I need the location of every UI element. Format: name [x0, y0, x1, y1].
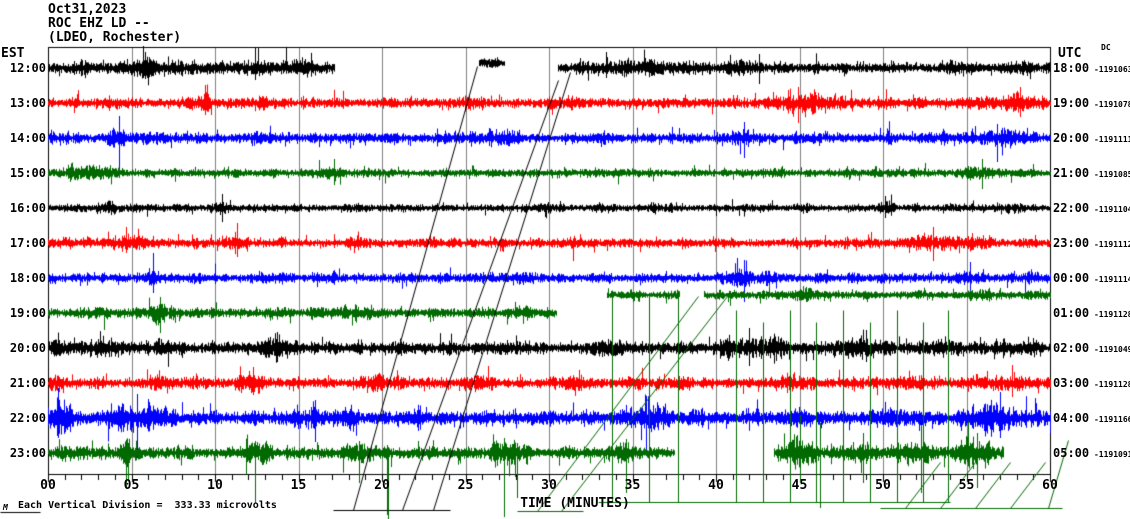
dc-axis-label: DC — [1101, 43, 1111, 52]
est-time-label: 18:00 — [9, 271, 46, 285]
est-time-label: 21:00 — [9, 376, 46, 390]
utc-time-label: 00:00 -1191114 — [1053, 270, 1130, 288]
est-time-label: 20:00 — [9, 341, 46, 355]
dc-value: -1191085 — [1089, 170, 1130, 179]
utc-time: 01:00 — [1053, 306, 1090, 320]
watermark: M — [3, 503, 8, 512]
utc-time: 03:00 — [1053, 376, 1090, 390]
dc-value: -1191063 — [1089, 65, 1130, 74]
utc-time-label: 20:00 -1191111 — [1053, 130, 1130, 148]
minute-tick-label: 20 — [374, 478, 390, 493]
dc-value: -1191128 — [1089, 310, 1130, 319]
location-title: (LDEO, Rochester) — [48, 30, 182, 45]
minute-tick-label: 05 — [123, 478, 140, 493]
utc-time: 05:00 — [1053, 446, 1090, 460]
utc-time: 22:00 — [1053, 201, 1090, 215]
minute-tick-label: 60 — [1042, 478, 1058, 493]
utc-time: 18:00 — [1053, 61, 1090, 75]
utc-time-label: 04:00 -1191166 — [1053, 410, 1130, 428]
dc-value: -1191166 — [1089, 415, 1130, 424]
station-title: ROC EHZ LD -- — [48, 16, 150, 31]
utc-time-label: 19:00 -1191078 — [1053, 95, 1130, 113]
dc-value: -1191111 — [1089, 135, 1130, 144]
minute-tick-label: 30 — [541, 478, 557, 493]
utc-time: 02:00 — [1053, 341, 1090, 355]
dc-value: -1191114 — [1089, 275, 1130, 284]
utc-time: 00:00 — [1053, 271, 1090, 285]
est-time-label: 23:00 — [9, 446, 46, 460]
minute-tick-label: 35 — [624, 478, 641, 493]
minute-tick-label: 45 — [791, 478, 808, 493]
minute-tick-label: 25 — [457, 478, 474, 493]
est-time-label: 12:00 — [9, 61, 46, 75]
est-time-label: 22:00 — [9, 411, 46, 425]
utc-time-label: 01:00 -1191128 — [1053, 305, 1130, 323]
est-axis-label: EST — [1, 46, 25, 61]
est-time-label: 19:00 — [9, 306, 46, 320]
est-time-label: 14:00 — [9, 131, 46, 145]
utc-time-label: 03:00 -1191128 — [1053, 375, 1130, 393]
dc-value: -1191049 — [1089, 345, 1130, 354]
dc-value: -1191104 — [1089, 205, 1130, 214]
utc-time-label: 02:00 -1191049 — [1053, 340, 1130, 358]
utc-time-label: 05:00 -1191091 — [1053, 445, 1130, 463]
minute-tick-label: 10 — [207, 478, 223, 493]
x-axis-title: TIME (MINUTES) — [520, 496, 630, 511]
dc-value: -1191091 — [1089, 450, 1130, 459]
utc-time: 04:00 — [1053, 411, 1090, 425]
est-time-label: 16:00 — [9, 201, 46, 215]
dc-value: -1191128 — [1089, 380, 1130, 389]
dc-value: -1191078 — [1089, 100, 1130, 109]
utc-time: 20:00 — [1053, 131, 1090, 145]
utc-time-label: 22:00 -1191104 — [1053, 200, 1130, 218]
minute-tick-label: 50 — [875, 478, 891, 493]
dc-value: -1191112 — [1089, 240, 1130, 249]
utc-time-label: 23:00 -1191112 — [1053, 235, 1130, 253]
utc-time: 19:00 — [1053, 96, 1090, 110]
est-time-label: 17:00 — [9, 236, 46, 250]
minute-tick-label: 15 — [290, 478, 307, 493]
est-time-label: 13:00 — [9, 96, 46, 110]
minute-tick-label: 55 — [958, 478, 975, 493]
utc-axis-label: UTC — [1058, 46, 1082, 61]
utc-time-label: 18:00 -1191063 — [1053, 60, 1130, 78]
utc-time: 23:00 — [1053, 236, 1090, 250]
minute-tick-label: 40 — [708, 478, 724, 493]
utc-time-label: 21:00 -1191085 — [1053, 165, 1130, 183]
scale-footnote: Each Vertical Division = 333.33 microvol… — [18, 500, 277, 511]
date-title: Oct31,2023 — [48, 2, 127, 17]
utc-time: 21:00 — [1053, 166, 1090, 180]
est-time-label: 15:00 — [9, 166, 46, 180]
minute-tick-label: 00 — [40, 478, 56, 493]
